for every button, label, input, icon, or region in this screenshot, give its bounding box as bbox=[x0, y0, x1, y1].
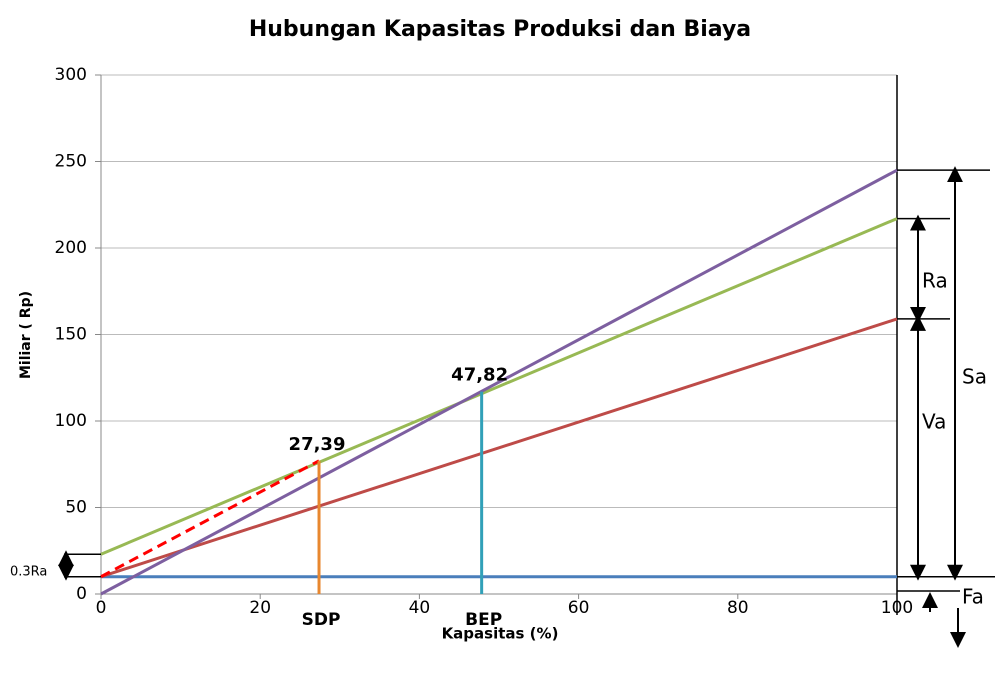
chart-title: Hubungan Kapasitas Produksi dan Biaya bbox=[249, 17, 751, 42]
dimension-label: Ra bbox=[922, 269, 948, 293]
line bbox=[100, 168, 898, 596]
y-axis-label: Miliar ( Rp) bbox=[18, 291, 34, 379]
marker-name: SDP bbox=[302, 610, 341, 630]
marker-value: 47,82 bbox=[451, 365, 508, 386]
x-axis-label: Kapasitas (%) bbox=[442, 625, 559, 643]
y-tick-label: 50 bbox=[65, 498, 87, 518]
y-tick-label: 100 bbox=[55, 411, 87, 431]
dimension-label: Va bbox=[922, 410, 946, 434]
line bbox=[100, 317, 898, 579]
x-tick-label: 0 bbox=[96, 598, 107, 618]
y-tick-label: 250 bbox=[55, 152, 87, 172]
y-tick-label: 150 bbox=[55, 325, 87, 345]
y-tick-label: 300 bbox=[55, 65, 87, 85]
marker-name: BEP bbox=[465, 610, 502, 630]
line bbox=[100, 217, 898, 556]
dimension-label: Sa bbox=[962, 365, 987, 389]
x-tick-label: 40 bbox=[409, 598, 431, 618]
dimension-label: Fa bbox=[962, 585, 984, 609]
x-tick-label: 20 bbox=[249, 598, 271, 618]
x-tick-label: 80 bbox=[727, 598, 749, 618]
x-tick-label: 60 bbox=[568, 598, 590, 618]
y-tick-label: 0 bbox=[76, 584, 87, 604]
y-tick-label: 200 bbox=[55, 238, 87, 258]
marker-value: 27,39 bbox=[289, 434, 346, 455]
line bbox=[100, 459, 320, 579]
dimension-label: 0.3Ra bbox=[10, 565, 47, 580]
